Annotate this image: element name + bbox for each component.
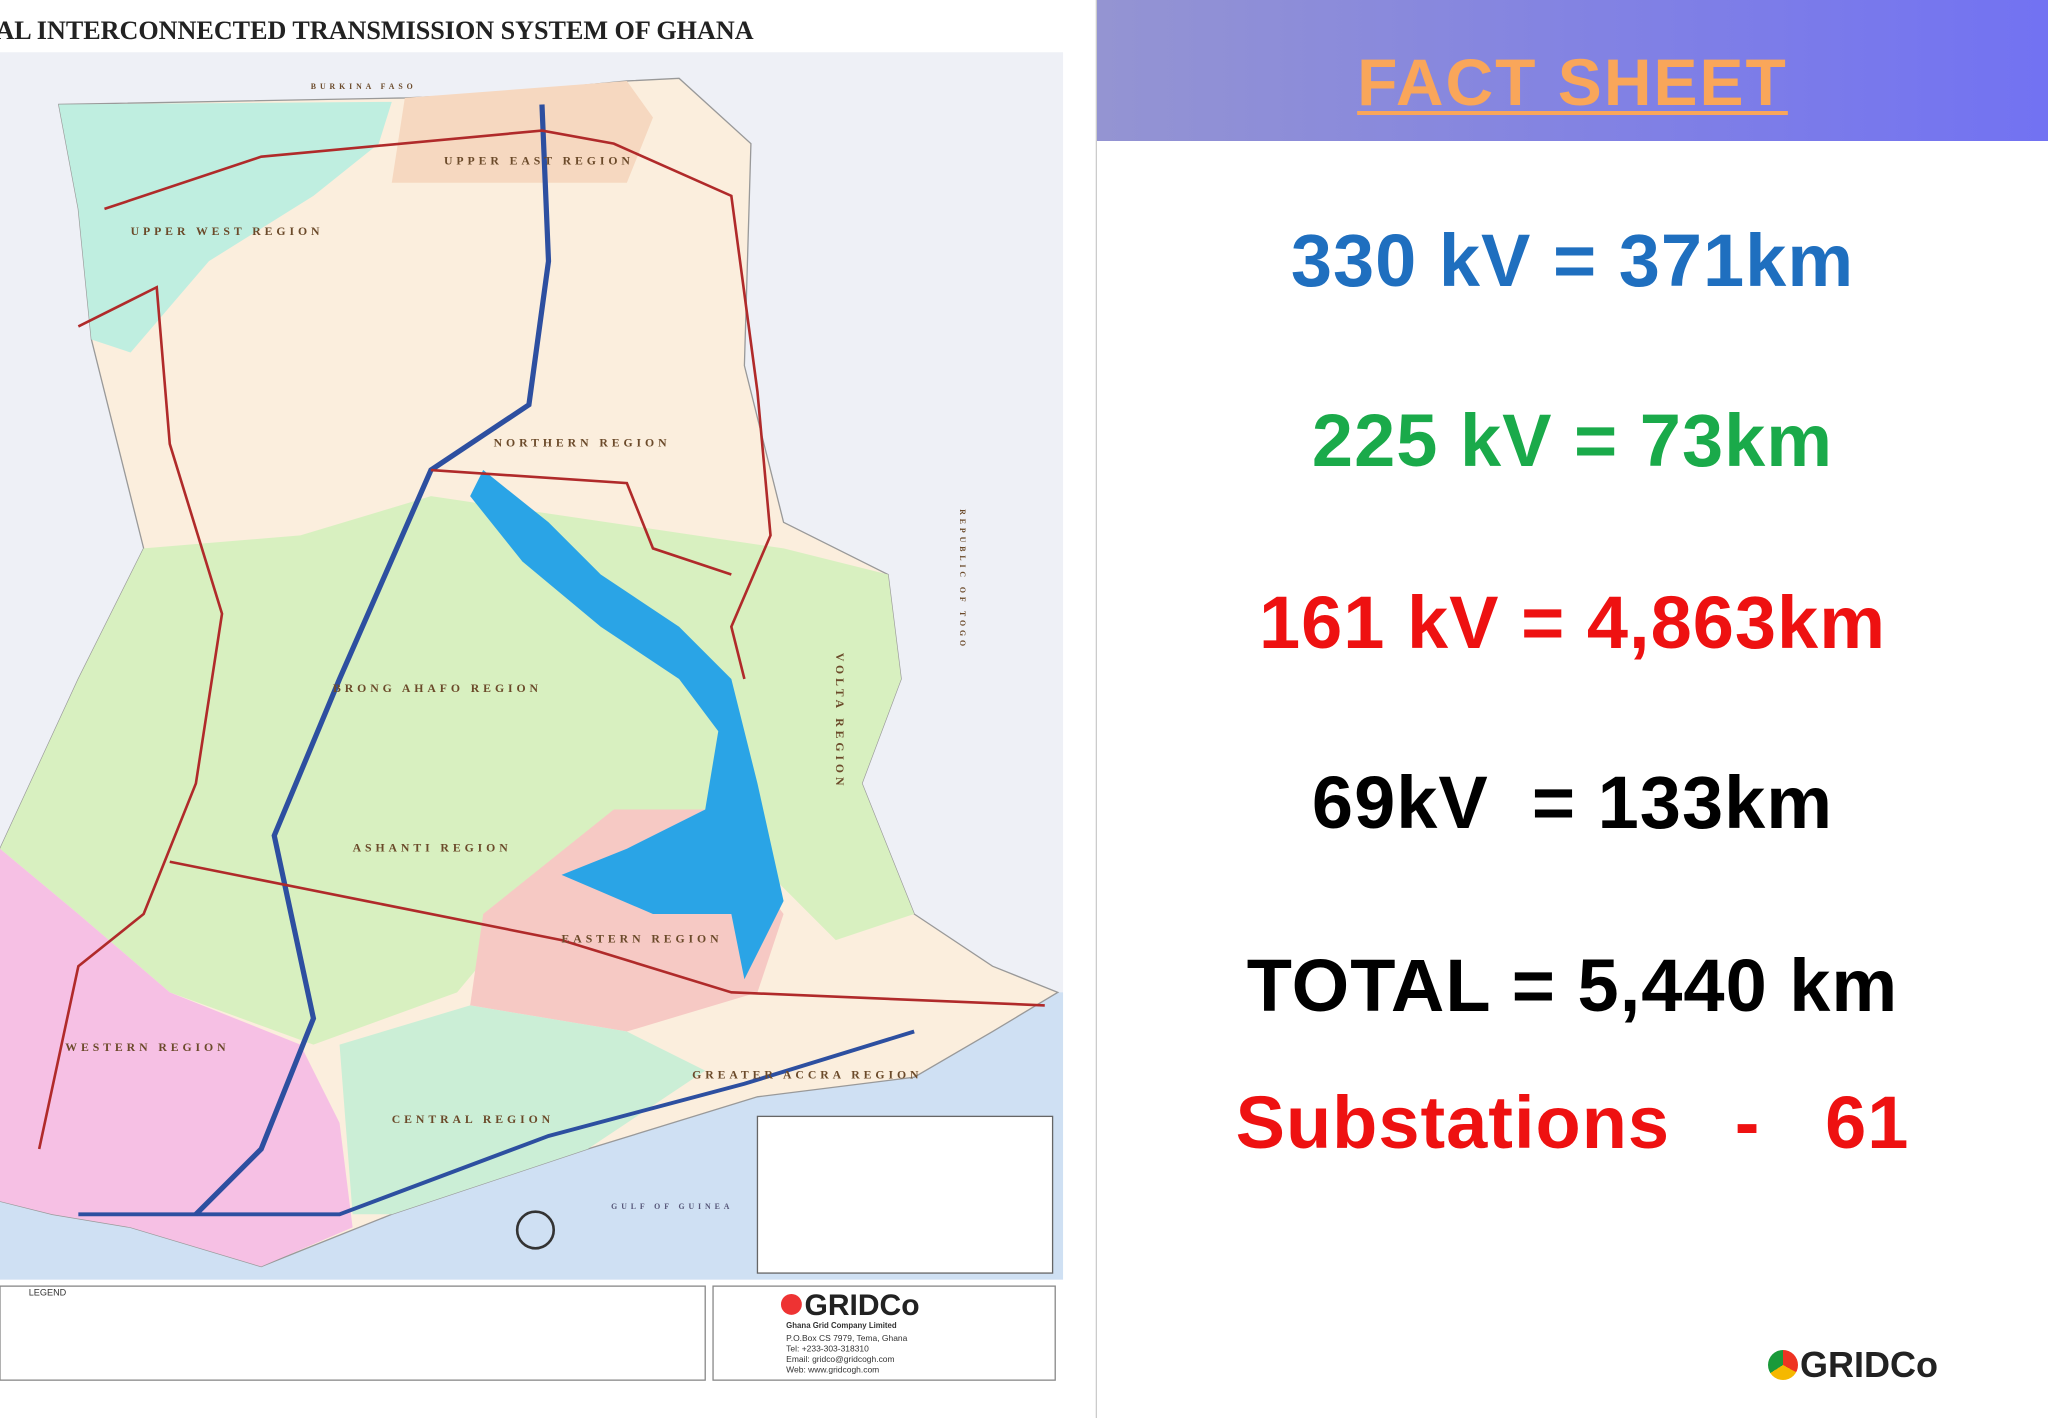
- region-label: UPPER WEST REGION: [131, 225, 324, 238]
- company-line: Web: www.gridcogh.com: [786, 1364, 879, 1374]
- western-region: [0, 848, 353, 1267]
- fact: 69kV = 133km: [1311, 761, 1834, 844]
- company-line: Ghana Grid Company Limited: [786, 1321, 897, 1330]
- region-label: WESTERN REGION: [65, 1041, 229, 1054]
- fact: TOTAL = 5,440 km: [1246, 944, 1899, 1027]
- line-coast: [78, 1029, 915, 1217]
- region-label: UPPER EAST REGION: [444, 155, 634, 168]
- fact: 330 kV = 371km: [1290, 219, 1855, 302]
- logo-mark: [1768, 1350, 1798, 1380]
- fact-sheet-header: FACT SHEET: [1097, 0, 2048, 141]
- company-line: P.O.Box CS 7979, Tema, Ghana: [786, 1333, 907, 1343]
- fact: Substations - 61: [1235, 1081, 1910, 1164]
- region-label: GULF OF GUINEA: [611, 1202, 733, 1211]
- company-line: Email: gridco@gridcogh.com: [786, 1354, 894, 1364]
- fact-sheet-title: FACT SHEET: [1357, 45, 1788, 119]
- compass: [515, 1210, 556, 1250]
- volta-lake: [470, 470, 784, 980]
- map-title: NATIONAL INTERCONNECTED TRANSMISSION SYS…: [0, 16, 754, 45]
- company-line: Tel: +233-303-318310: [786, 1343, 869, 1353]
- region-label: BURKINA FASO: [311, 82, 417, 91]
- inset-map: [756, 1115, 1054, 1274]
- region-label: VOLTA REGION: [833, 653, 846, 790]
- region-label: EASTERN REGION: [562, 933, 723, 946]
- legend-box: [0, 1285, 706, 1381]
- fact: 161 kV = 4,863km: [1258, 581, 1886, 664]
- region-label: CENTRAL REGION: [392, 1113, 554, 1126]
- company-name: GRIDCo: [804, 1289, 919, 1322]
- legend-title: LEGEND: [29, 1287, 67, 1297]
- region-label: GREATER ACCRA REGION: [692, 1069, 922, 1082]
- upper-west-region: [58, 101, 392, 353]
- line-161kv: [169, 860, 1045, 1007]
- company-box: [712, 1285, 1056, 1381]
- region-label: NORTHERN REGION: [494, 437, 671, 450]
- company-logo-mark: [780, 1293, 802, 1315]
- line-161kv: [104, 129, 772, 680]
- central-region: [339, 1005, 706, 1215]
- line-161kv: [430, 468, 732, 576]
- ghana-map: NATIONAL INTERCONNECTED TRANSMISSION SYS…: [0, 0, 1097, 1418]
- fact: 225 kV = 73km: [1311, 399, 1834, 482]
- logo: GRIDCo: [1768, 1344, 1938, 1386]
- line-161kv: [37, 285, 224, 1150]
- region-label: BRONG AHAFO REGION: [333, 682, 542, 695]
- line-330kv: [194, 104, 552, 1217]
- region-label: ASHANTI REGION: [353, 841, 512, 854]
- logo-text: GRIDCo: [1800, 1344, 1938, 1385]
- region-label: REPUBLIC OF TOGO: [958, 509, 967, 650]
